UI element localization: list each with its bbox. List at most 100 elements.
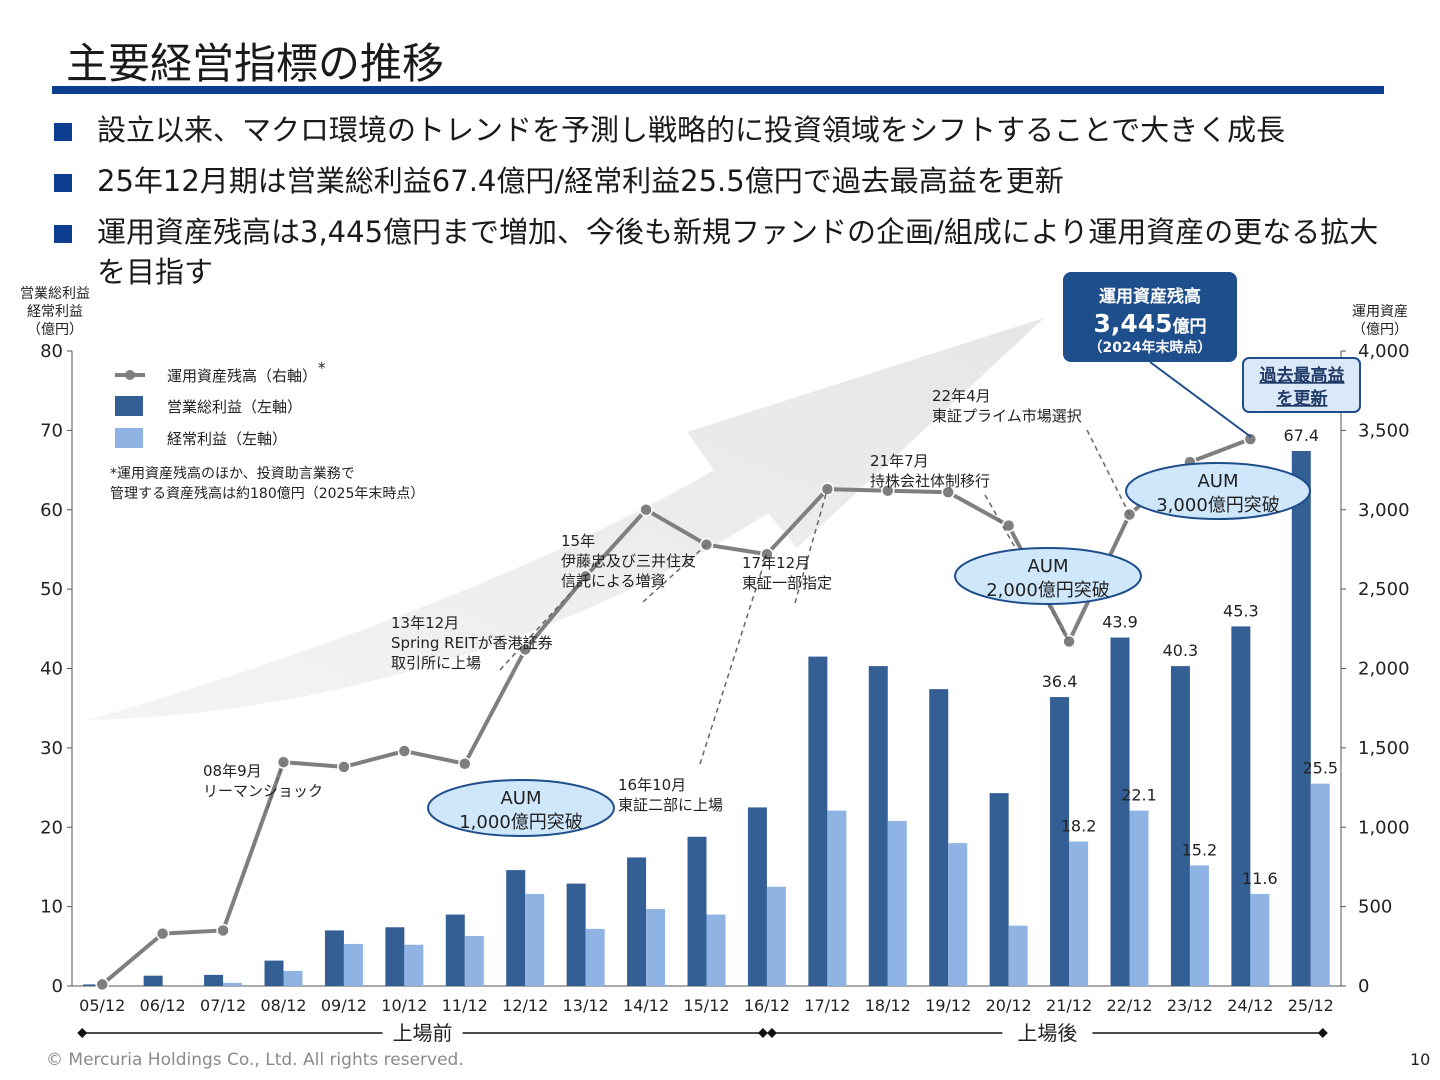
aum-point [881, 483, 895, 498]
record-profit-box [1242, 357, 1361, 413]
record-profit-text: を更新 [1277, 388, 1328, 409]
x-tick-label: 14/12 [623, 996, 669, 1015]
aum-point [337, 760, 351, 774]
bullet-square-icon [54, 225, 72, 243]
x-tick-label: 06/12 [140, 996, 186, 1015]
aum-point [1001, 518, 1016, 533]
ordinary-profit-bar [706, 914, 726, 986]
bullet-square-icon [54, 123, 72, 141]
left-axis-title: （億円） [27, 322, 83, 338]
callout-date: （2024年末時点） [1089, 339, 1212, 356]
event-annotation: 17年12月 [742, 554, 810, 572]
operating-profit-bar [204, 974, 224, 986]
ordinary-profit-bar [1129, 810, 1149, 986]
callout-pointer-line [1149, 361, 1252, 438]
period-label-pre-ipo: 上場前 [393, 1021, 453, 1045]
callout-value: 3,445億円 [1093, 309, 1206, 338]
x-tick-label: 08/12 [260, 996, 306, 1015]
aum-badge-title: AUM [1197, 471, 1238, 492]
left-tick-label: 30 [40, 738, 63, 759]
title-rule [52, 86, 1384, 94]
legend-label: 営業総利益（左軸） [167, 398, 302, 416]
operating-profit-bar [506, 870, 526, 986]
x-tick-label: 21/12 [1046, 996, 1092, 1015]
operating-profit-bar [566, 883, 586, 986]
operating-profit-bar [385, 927, 405, 986]
operating-profit-bar [1231, 626, 1251, 986]
x-tick-label: 12/12 [502, 996, 548, 1015]
event-annotation: 08年9月 [203, 762, 262, 780]
legend-bar-swatch [115, 428, 143, 448]
aum-callout-box [1063, 272, 1237, 362]
left-axis-title: 経常利益 [27, 304, 83, 320]
left-tick-label: 80 [40, 341, 63, 362]
callout-value-number: 3,445 [1093, 309, 1172, 338]
bullet-text: 25年12月期は営業総利益67.4億円/経常利益25.5億円で過去最高益を更新 [97, 164, 1064, 198]
bar-data-label: 40.3 [1163, 641, 1199, 660]
right-axis-title: （億円） [1352, 322, 1408, 338]
aum-point [941, 485, 955, 500]
aum-point [216, 923, 230, 938]
bar-data-label: 25.5 [1302, 759, 1338, 778]
x-tick-label: 15/12 [683, 996, 729, 1015]
ordinary-profit-bar [1250, 893, 1270, 986]
x-tick-label: 09/12 [321, 996, 367, 1015]
operating-profit-bar [747, 807, 767, 986]
right-tick-label: 3,500 [1358, 420, 1410, 441]
callout-title: 運用資産残高 [1099, 286, 1201, 307]
aum-badge-value: 2,000億円突破 [986, 580, 1110, 601]
operating-profit-bar [1291, 451, 1311, 986]
aum-point [155, 926, 170, 941]
right-tick-label: 0 [1358, 976, 1369, 997]
ordinary-profit-bar [525, 893, 545, 986]
ordinary-profit-bar [1310, 783, 1330, 986]
aum-line [100, 437, 1252, 986]
right-tick-label: 1,000 [1358, 817, 1410, 838]
right-tick-label: 3,000 [1358, 500, 1410, 521]
x-tick-label: 11/12 [442, 996, 488, 1015]
operating-profit-bar [929, 689, 949, 986]
aum-badge-title: AUM [500, 788, 541, 809]
x-tick-label: 25/12 [1288, 996, 1334, 1015]
bullet-item: 運用資産残高は3,445億円まで増加、今後も新規ファンドの企画/組成により運用資… [52, 212, 1382, 292]
ordinary-profit-bar [887, 820, 907, 986]
legend-label: 運用資産残高（右軸） [167, 367, 317, 385]
x-tick-label: 17/12 [804, 996, 850, 1015]
aum-badge-value: 1,000億円突破 [459, 812, 583, 833]
growth-arrow-icon [88, 318, 1044, 720]
operating-profit-bar [627, 857, 647, 986]
event-annotation: 伊藤忠及び三井住友 [561, 552, 696, 570]
ordinary-profit-bar [464, 935, 484, 986]
event-annotation: 持株会社体制移行 [870, 472, 990, 490]
period-label-post-ipo: 上場後 [1017, 1021, 1077, 1045]
record-profit-text: 過去最高益 [1260, 365, 1345, 386]
period-start-marker [77, 1028, 88, 1038]
operating-profit-bar [1110, 637, 1130, 986]
event-leader-line [794, 488, 829, 604]
operating-profit-bar [264, 960, 284, 986]
ordinary-profit-bar [948, 843, 968, 986]
right-tick-label: 500 [1358, 897, 1392, 918]
ordinary-profit-bar [646, 909, 666, 986]
bullet-item: 25年12月期は営業総利益67.4億円/経常利益25.5億円で過去最高益を更新 [52, 161, 1382, 201]
bullet-item: 設立以来、マクロ環境のトレンドを予測し戦略的に投資領域をシフトすることで大きく成… [52, 110, 1382, 150]
operating-profit-bar [445, 914, 465, 986]
legend-star: * [318, 359, 326, 377]
aum-badge-value: 3,000億円突破 [1156, 495, 1280, 516]
period-end-marker [757, 1028, 768, 1038]
operating-profit-bar [687, 836, 707, 986]
operating-profit-bar [989, 793, 1009, 986]
event-annotation: 22年4月 [932, 387, 991, 405]
bar-data-label: 67.4 [1283, 426, 1319, 445]
x-tick-label: 07/12 [200, 996, 246, 1015]
event-annotation: 13年12月 [391, 614, 459, 632]
left-tick-label: 0 [52, 976, 63, 997]
ordinary-profit-bar [1189, 865, 1209, 986]
page-title: 主要経営指標の推移 [66, 39, 445, 88]
ordinary-profit-bar [1008, 925, 1028, 986]
operating-profit-bar [143, 975, 163, 986]
event-annotation: 東証プライム市場選択 [932, 407, 1082, 425]
legend-note: *運用資産残高のほか、投資助言業務で [110, 465, 355, 482]
left-tick-label: 40 [40, 659, 63, 680]
period-start-marker [766, 1028, 777, 1038]
